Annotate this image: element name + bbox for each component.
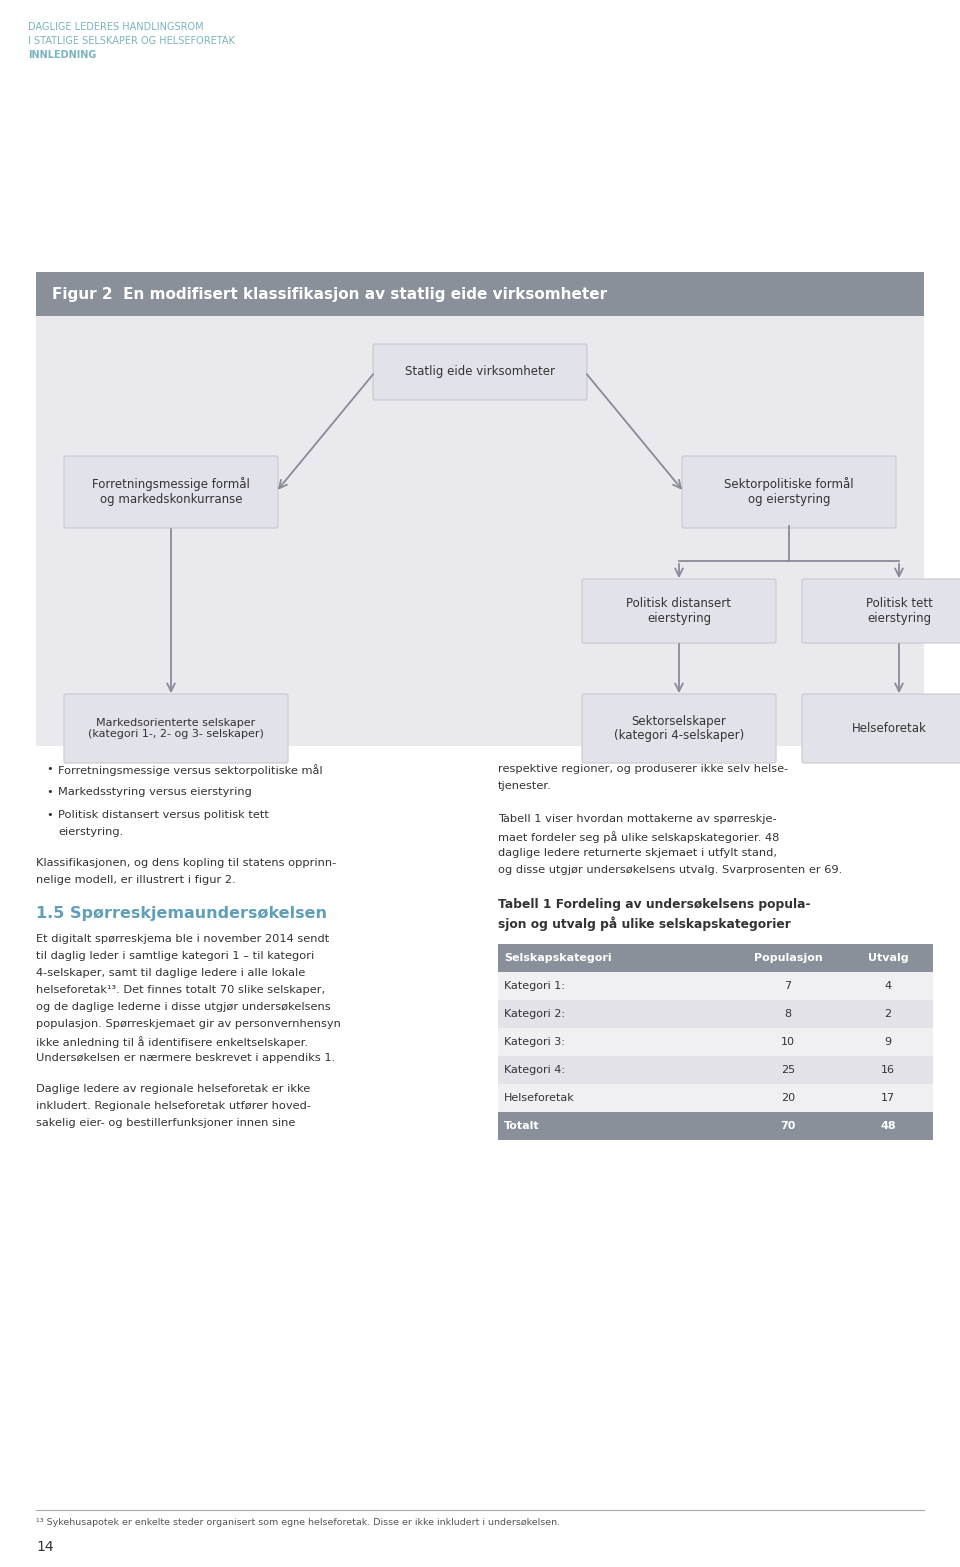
Bar <box>498 1113 933 1141</box>
Text: Politisk distansert versus politisk tett: Politisk distansert versus politisk tett <box>58 810 269 820</box>
Text: respektive regioner, og produserer ikke selv helse-: respektive regioner, og produserer ikke … <box>498 765 788 774</box>
Bar <box>498 972 933 1000</box>
Text: Utvalg: Utvalg <box>868 953 908 964</box>
FancyBboxPatch shape <box>64 694 288 763</box>
Text: Kategori 3:: Kategori 3: <box>504 1037 564 1047</box>
Text: ¹³ Sykehusapotek er enkelte steder organisert som egne helseforetak. Disse er ik: ¹³ Sykehusapotek er enkelte steder organ… <box>36 1518 560 1526</box>
Text: •: • <box>46 765 53 774</box>
FancyBboxPatch shape <box>64 456 278 528</box>
Text: Forretningsmessige formål
og markedskonkurranse: Forretningsmessige formål og markedskonk… <box>92 478 250 506</box>
Text: Tabell 1 Fordeling av undersøkelsens popula-: Tabell 1 Fordeling av undersøkelsens pop… <box>498 898 810 910</box>
Text: Selskapskategori: Selskapskategori <box>504 953 612 964</box>
Text: I STATLIGE SELSKAPER OG HELSEFORETAK: I STATLIGE SELSKAPER OG HELSEFORETAK <box>28 36 235 45</box>
FancyBboxPatch shape <box>682 456 896 528</box>
Text: 20: 20 <box>780 1094 795 1103</box>
FancyBboxPatch shape <box>373 345 587 400</box>
Text: Sektorselskaper
(kategori 4-selskaper): Sektorselskaper (kategori 4-selskaper) <box>613 715 744 743</box>
Text: maet fordeler seg på ulike selskapskategorier. 48: maet fordeler seg på ulike selskapskateg… <box>498 831 780 843</box>
Bar <box>498 943 933 972</box>
Text: til daglig leder i samtlige kategori 1 – til kategori: til daglig leder i samtlige kategori 1 –… <box>36 951 314 961</box>
Text: 10: 10 <box>781 1037 795 1047</box>
Text: nelige modell, er illustrert i figur 2.: nelige modell, er illustrert i figur 2. <box>36 874 235 885</box>
Text: •: • <box>46 787 53 798</box>
Text: sjon og utvalg på ulike selskapskategorier: sjon og utvalg på ulike selskapskategori… <box>498 917 791 931</box>
Text: Kategori 1:: Kategori 1: <box>504 981 564 990</box>
Text: 16: 16 <box>881 1066 895 1075</box>
Text: Undersøkelsen er nærmere beskrevet i appendiks 1.: Undersøkelsen er nærmere beskrevet i app… <box>36 1053 335 1062</box>
Text: populasjon. Spørreskjemaet gir av personvernhensyn: populasjon. Spørreskjemaet gir av person… <box>36 1019 341 1030</box>
Text: Kategori 2:: Kategori 2: <box>504 1009 565 1019</box>
Text: 7: 7 <box>784 981 792 990</box>
Text: 25: 25 <box>780 1066 795 1075</box>
Text: sakelig eier- og bestillerfunksjoner innen sine: sakelig eier- og bestillerfunksjoner inn… <box>36 1117 296 1128</box>
Text: •: • <box>46 810 53 820</box>
Text: 1.5 Spørreskjemaundersøkelsen: 1.5 Spørreskjemaundersøkelsen <box>36 906 327 921</box>
Text: Tabell 1 viser hvordan mottakerne av spørreskje-: Tabell 1 viser hvordan mottakerne av spø… <box>498 813 777 824</box>
Text: 14: 14 <box>36 1540 54 1554</box>
Text: Sektorpolitiske formål
og eierstyring: Sektorpolitiske formål og eierstyring <box>724 478 853 506</box>
FancyBboxPatch shape <box>802 694 960 763</box>
Text: 8: 8 <box>784 1009 792 1019</box>
Text: Populasjon: Populasjon <box>754 953 823 964</box>
FancyBboxPatch shape <box>582 694 776 763</box>
Text: Et digitalt spørreskjema ble i november 2014 sendt: Et digitalt spørreskjema ble i november … <box>36 934 329 943</box>
Text: ikke anledning til å identifisere enkeltselskaper.: ikke anledning til å identifisere enkelt… <box>36 1036 308 1048</box>
Text: eierstyring.: eierstyring. <box>58 827 123 837</box>
FancyBboxPatch shape <box>802 578 960 642</box>
Text: Figur 2  En modifisert klassifikasjon av statlig eide virksomheter: Figur 2 En modifisert klassifikasjon av … <box>52 287 607 301</box>
Text: Politisk distansert
eierstyring: Politisk distansert eierstyring <box>627 597 732 625</box>
Text: Statlig eide virksomheter: Statlig eide virksomheter <box>405 365 555 379</box>
Text: Politisk tett
eierstyring: Politisk tett eierstyring <box>866 597 932 625</box>
Text: og disse utgjør undersøkelsens utvalg. Svarprosenten er 69.: og disse utgjør undersøkelsens utvalg. S… <box>498 865 842 874</box>
Text: daglige ledere returnerte skjemaet i utfylt stand,: daglige ledere returnerte skjemaet i utf… <box>498 848 777 859</box>
Text: Daglige ledere av regionale helseforetak er ikke: Daglige ledere av regionale helseforetak… <box>36 1084 310 1094</box>
Text: Helseforetak: Helseforetak <box>504 1094 575 1103</box>
Bar <box>36 273 924 317</box>
Bar <box>498 1028 933 1056</box>
Text: DAGLIGE LEDERES HANDLINGSROM: DAGLIGE LEDERES HANDLINGSROM <box>28 22 204 31</box>
Text: tjenester.: tjenester. <box>498 780 552 791</box>
Text: og de daglige lederne i disse utgjør undersøkelsens: og de daglige lederne i disse utgjør und… <box>36 1001 330 1012</box>
Text: Forretningsmessige versus sektorpolitiske mål: Forretningsmessige versus sektorpolitisk… <box>58 765 323 776</box>
Bar <box>498 1000 933 1028</box>
Text: Klassifikasjonen, og dens kopling til statens opprinn-: Klassifikasjonen, og dens kopling til st… <box>36 859 336 868</box>
Text: 2: 2 <box>884 1009 892 1019</box>
Text: 17: 17 <box>881 1094 895 1103</box>
Text: inkludert. Regionale helseforetak utfører hoved-: inkludert. Regionale helseforetak utføre… <box>36 1102 311 1111</box>
Text: Markedsstyring versus eierstyring: Markedsstyring versus eierstyring <box>58 787 252 798</box>
Text: Markedsorienterte selskaper
(kategori 1-, 2- og 3- selskaper): Markedsorienterte selskaper (kategori 1-… <box>88 718 264 740</box>
Bar <box>498 1056 933 1084</box>
Text: 4: 4 <box>884 981 892 990</box>
FancyBboxPatch shape <box>582 578 776 642</box>
Bar <box>36 317 924 746</box>
Text: 70: 70 <box>780 1120 796 1131</box>
Text: 9: 9 <box>884 1037 892 1047</box>
Text: 4-selskaper, samt til daglige ledere i alle lokale: 4-selskaper, samt til daglige ledere i a… <box>36 968 305 978</box>
Text: Helseforetak: Helseforetak <box>852 722 926 735</box>
Text: INNLEDNING: INNLEDNING <box>28 50 96 60</box>
Text: Kategori 4:: Kategori 4: <box>504 1066 565 1075</box>
Text: 48: 48 <box>880 1120 896 1131</box>
Bar <box>498 1084 933 1113</box>
Text: Totalt: Totalt <box>504 1120 540 1131</box>
Text: helseforetak¹³. Det finnes totalt 70 slike selskaper,: helseforetak¹³. Det finnes totalt 70 sli… <box>36 986 325 995</box>
